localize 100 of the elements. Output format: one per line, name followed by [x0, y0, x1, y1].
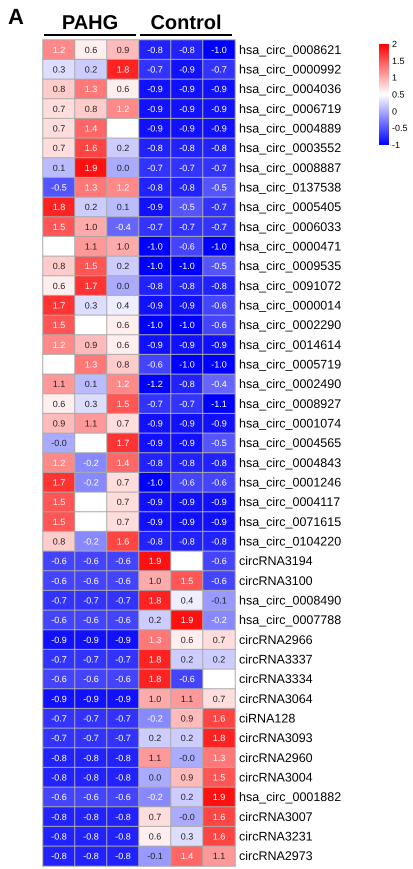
data-label: -0.7 [211, 162, 227, 173]
data-label: -0.7 [51, 714, 67, 724]
y-tick-label: hsa_circ_0008490 [239, 594, 342, 608]
y-tick-label: hsa_circ_0007788 [239, 613, 342, 628]
data-label: -0.8 [179, 379, 195, 390]
data-label: -1.0 [211, 360, 227, 370]
data-label: -0.7 [147, 222, 163, 232]
data-label: 0.2 [116, 261, 130, 272]
data-label: 0.6 [84, 44, 98, 55]
y-tick-label: hsa_circ_0005405 [239, 200, 342, 214]
data-label: 1.1 [212, 851, 226, 862]
data-label: 1.2 [116, 182, 130, 192]
data-label: -0.6 [83, 792, 99, 802]
data-label: -0.2 [83, 458, 99, 468]
data-label: 0.0 [116, 280, 130, 291]
y-tick-label: hsa_circ_0008887 [239, 160, 342, 175]
data-label: 0.7 [52, 143, 66, 154]
data-label: -0.9 [147, 124, 163, 134]
data-label: -0.6 [83, 615, 99, 626]
data-label: 1.7 [52, 478, 66, 488]
y-tick-label: hsa_circ_0002490 [239, 377, 342, 392]
data-label: 0.7 [116, 478, 130, 488]
data-label: -0.8 [179, 182, 195, 192]
data-label: 1.5 [212, 772, 226, 782]
data-label: 0.6 [180, 634, 194, 645]
data-label: 1.0 [84, 222, 98, 232]
data-label: -0.8 [179, 143, 195, 154]
data-label: 0.2 [148, 615, 162, 626]
text: Control [140, 12, 232, 36]
data-label: 1.1 [84, 418, 98, 428]
data-label: 0.4 [116, 300, 130, 310]
data-label: -1.0 [179, 261, 195, 272]
data-label: -0.7 [179, 222, 195, 232]
data-label: -0.9 [115, 694, 131, 704]
data-label: 0.9 [180, 772, 194, 782]
data-label: 0.8 [84, 104, 98, 114]
data-label: -1.1 [211, 398, 227, 409]
data-label: 0.3 [84, 300, 98, 310]
data-label: -0.9 [147, 516, 163, 527]
data-label: 1.2 [52, 44, 66, 55]
data-label: 0.0 [116, 162, 130, 173]
data-label: -1.0 [179, 320, 195, 330]
data-label: 0.7 [52, 104, 66, 114]
data-label: 1.3 [84, 182, 98, 192]
data-label: 0.2 [180, 733, 194, 744]
data-label: -0.6 [115, 615, 131, 626]
data-label: 1.9 [212, 792, 226, 802]
y-tick-label: hsa_circ_0005719 [239, 358, 342, 372]
data-label: -0.6 [211, 556, 227, 566]
data-label: -0.6 [115, 576, 131, 586]
data-label: -1.0 [147, 261, 163, 272]
y-tick-label: circRNA3194 [239, 554, 313, 568]
data-label: 0.3 [84, 398, 98, 409]
color-bar-label: 1 [392, 72, 398, 83]
data-label: -0.9 [179, 340, 195, 350]
data-label: 1.1 [148, 752, 162, 763]
data-label: 0.9 [116, 44, 130, 55]
data-label: -0.9 [179, 497, 195, 508]
data-label: 1.3 [84, 84, 98, 94]
data-label: -0.7 [83, 596, 99, 606]
data-label: -0.8 [51, 851, 67, 862]
data-label: -0.8 [83, 752, 99, 763]
data-label: 0.7 [116, 516, 130, 527]
data-label: -0.9 [147, 104, 163, 114]
data-label: -0.8 [115, 812, 131, 822]
data-label: -0.8 [147, 536, 163, 546]
data-label: 1.5 [52, 497, 66, 508]
data-label: -0.9 [211, 497, 227, 508]
data-label: 0.7 [116, 418, 130, 428]
color-bar-label: 1.5 [392, 56, 405, 66]
data-label: -0.6 [211, 300, 227, 310]
data-label: 1.3 [212, 752, 226, 763]
data-label: 1.5 [52, 222, 66, 232]
y-tick-label: circRNA3007 [239, 810, 313, 824]
data-label: -1.2 [147, 379, 163, 390]
data-label: -0.7 [51, 733, 67, 744]
y-tick-label: circRNA3337 [239, 652, 313, 666]
data-label: -0.9 [179, 300, 195, 310]
data-label: -0.7 [51, 654, 67, 664]
data-label: -0.9 [179, 84, 195, 94]
data-label: -0.8 [211, 536, 227, 546]
y-tick-label: hsa_circ_0000992 [239, 62, 342, 76]
data-label: -0.9 [211, 516, 227, 527]
y-tick-label: hsa_circ_0071615 [239, 514, 342, 529]
data-label: -0.9 [147, 300, 163, 310]
color-bar-label: -1 [392, 140, 400, 150]
data-label: -0.8 [51, 772, 67, 782]
data-label: -0.6 [115, 792, 131, 802]
data-label: -0.7 [179, 162, 195, 173]
y-tick-label: hsa_circ_0001246 [239, 476, 342, 490]
data-label: -0.8 [179, 536, 195, 546]
y-tick-label: circRNA3064 [239, 692, 313, 706]
data-label: 1.5 [52, 516, 66, 527]
data-label: -0.6 [83, 556, 99, 566]
data-label: 1.9 [148, 556, 162, 566]
y-tick-label: hsa_circ_0004117 [239, 495, 340, 510]
data-label: 1.4 [180, 851, 194, 862]
y-tick-label: circRNA3004 [239, 770, 313, 784]
data-label: -1.0 [211, 242, 227, 252]
y-tick-label: hsa_circ_0006719 [239, 102, 342, 116]
